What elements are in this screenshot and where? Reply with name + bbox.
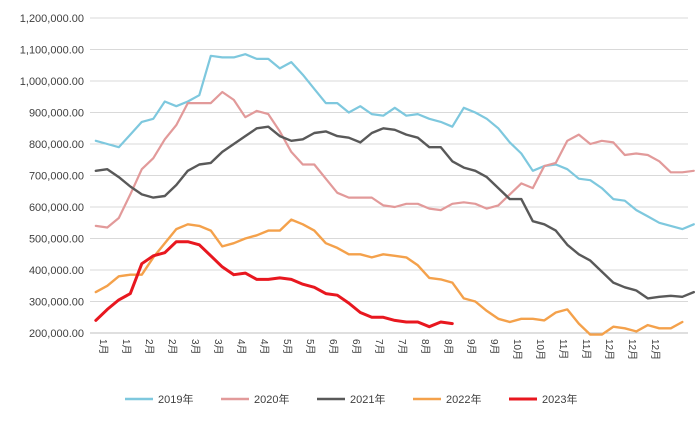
- series-line-1: [94, 90, 695, 229]
- x-tick-label: 2月: [166, 339, 178, 355]
- x-tick-label: 7月: [396, 339, 408, 355]
- x-tick-label: 4月: [235, 339, 247, 355]
- x-tick-label: 1月: [97, 339, 109, 355]
- x-tick-label: 9月: [488, 339, 500, 355]
- x-tick-label: 12月: [626, 339, 638, 360]
- y-axis: 200,000.00 300,000.00 400,000.00 500,000.00…: [20, 13, 84, 340]
- y-tick-label: 700,000.00: [29, 171, 84, 183]
- y-tick-label: 800,000.00: [29, 139, 84, 151]
- legend-item: 2023年: [509, 392, 577, 406]
- x-tick-label: 10月: [511, 339, 523, 360]
- x-tick-label: 6月: [327, 339, 339, 355]
- y-tick-label: 1,000,000.00: [20, 76, 84, 88]
- legend-item: 2022年: [413, 392, 481, 406]
- x-tick-label: 3月: [212, 339, 224, 355]
- y-tick-label: 600,000.00: [29, 202, 84, 214]
- x-tick-label: 8月: [419, 339, 431, 355]
- legend-item: 2019年: [125, 392, 193, 406]
- y-tick-label: 300,000.00: [29, 297, 84, 309]
- legend-item: 2021年: [317, 392, 385, 406]
- x-tick-label: 5月: [304, 339, 316, 355]
- y-tick-label: 1,200,000.00: [20, 13, 84, 25]
- x-tick-label: 7月: [373, 339, 385, 355]
- y-tick-label: 900,000.00: [29, 108, 84, 120]
- x-tick-label: 2月: [143, 339, 155, 355]
- legend-label: 2020年: [254, 392, 289, 406]
- x-axis: 1月 1月 2月 2月 3月 3月 4月 4月 5月 5月 6月 6月 7月 7月 8月 8月 9月 9月 10月 1…: [90, 332, 688, 360]
- legend-item: 2020年: [221, 392, 289, 406]
- y-tick-label: 400,000.00: [29, 265, 84, 277]
- series-line-3: [94, 218, 684, 336]
- legend-label: 2022年: [446, 392, 481, 406]
- x-tick-label: 9月: [465, 339, 477, 355]
- x-tick-label: 12月: [649, 339, 661, 360]
- y-tick-label: 500,000.00: [29, 234, 84, 246]
- x-tick-label: 3月: [189, 339, 201, 355]
- series-lines: [94, 53, 695, 336]
- x-tick-label: 11月: [557, 339, 569, 359]
- gridlines: [90, 17, 688, 302]
- x-tick-label: 11月: [580, 339, 592, 359]
- y-tick-label: 200,000.00: [29, 328, 84, 340]
- x-tick-label: 4月: [258, 339, 270, 355]
- x-tick-label: 10月: [534, 339, 546, 360]
- legend: 2019年 2020年 2021年 2022年 2023年: [125, 392, 577, 406]
- x-tick-label: 5月: [281, 339, 293, 355]
- x-tick-label: 1月: [120, 339, 132, 355]
- x-tick-label: 8月: [442, 339, 454, 355]
- y-tick-label: 1,100,000.00: [20, 45, 84, 57]
- legend-label: 2021年: [350, 392, 385, 406]
- legend-label: 2019年: [158, 392, 193, 406]
- x-tick-label: 6月: [350, 339, 362, 355]
- x-tick-label: 12月: [603, 339, 615, 360]
- legend-label: 2023年: [542, 392, 577, 406]
- series-line-2: [94, 125, 695, 300]
- series-line-0: [94, 53, 695, 231]
- series-line-4: [94, 240, 454, 329]
